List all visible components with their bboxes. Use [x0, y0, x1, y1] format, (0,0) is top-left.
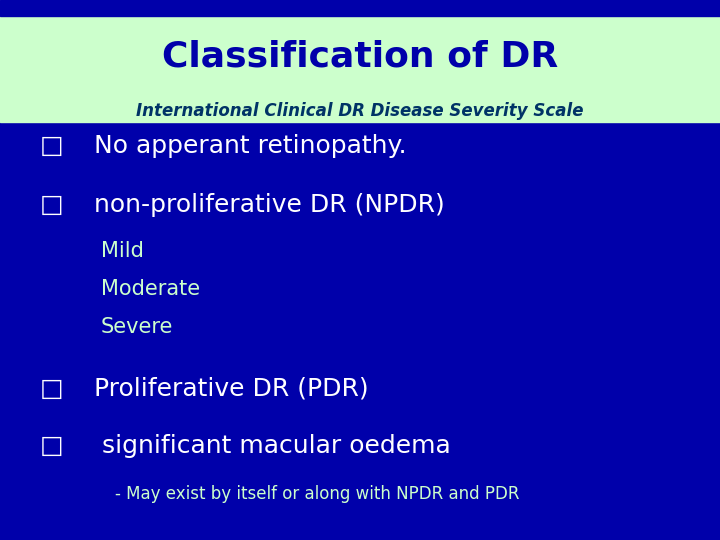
Text: Proliferative DR (PDR): Proliferative DR (PDR) [94, 377, 368, 401]
Text: □: □ [40, 434, 63, 457]
Text: Moderate: Moderate [101, 279, 200, 299]
Text: Severe: Severe [101, 316, 174, 337]
Text: - May exist by itself or along with NPDR and PDR: - May exist by itself or along with NPDR… [115, 485, 520, 503]
FancyBboxPatch shape [0, 0, 720, 16]
Text: □: □ [40, 193, 63, 217]
Text: Classification of DR: Classification of DR [162, 40, 558, 73]
Text: non-proliferative DR (NPDR): non-proliferative DR (NPDR) [94, 193, 444, 217]
FancyBboxPatch shape [0, 0, 720, 122]
Text: International Clinical DR Disease Severity Scale: International Clinical DR Disease Severi… [136, 102, 584, 120]
Text: No apperant retinopathy.: No apperant retinopathy. [94, 134, 406, 158]
Text: □: □ [40, 377, 63, 401]
Text: significant macular oedema: significant macular oedema [94, 434, 450, 457]
Text: Mild: Mild [101, 241, 144, 261]
Text: □: □ [40, 134, 63, 158]
